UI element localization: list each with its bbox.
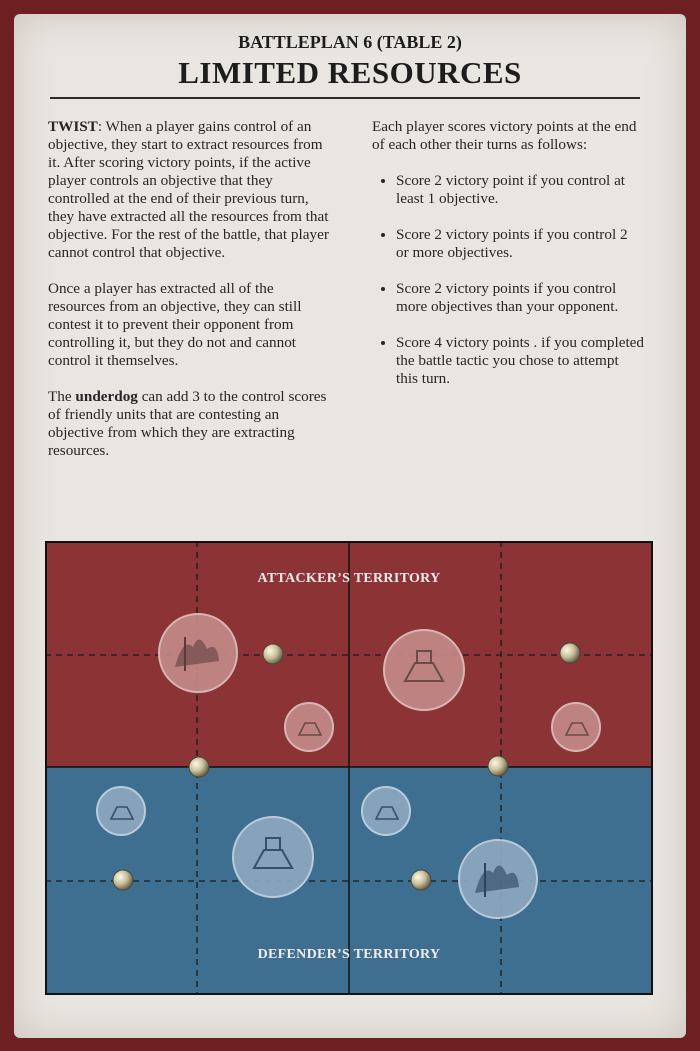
scoring-bullet: Score 4 victory points . if you complete… <box>396 334 644 388</box>
terrain-small-ruin <box>551 702 601 752</box>
defender-territory-label: DEFENDER’S TERRITORY <box>257 947 441 962</box>
objective-marker <box>112 869 134 891</box>
objective-marker <box>410 869 432 891</box>
objective-marker <box>487 755 509 777</box>
scoring-bullet: Score 2 victory points if you control mo… <box>396 280 644 316</box>
scoring-right-column: Each player scores victory points at the… <box>372 118 644 406</box>
twist-text: : When a player gains control of an obje… <box>48 118 329 261</box>
extraction-paragraph: Once a player has extracted all of the r… <box>48 280 302 369</box>
terrain-large-ruin <box>232 816 314 898</box>
twist-label: TWIST <box>48 118 98 135</box>
terrain-large-tree <box>158 613 238 693</box>
underdog-paragraph: The underdog can add 3 to the control sc… <box>48 388 333 460</box>
scoring-bullet: Score 2 victory points if you control 2 … <box>396 226 644 262</box>
rules-left-column: TWIST: When a player gains control of an… <box>48 118 333 478</box>
objective-markers <box>112 642 581 891</box>
terrain-large-ruin <box>383 629 465 711</box>
scoring-list: Score 2 victory point if you control at … <box>372 172 644 388</box>
twist-paragraph: TWIST: When a player gains control of an… <box>48 118 333 262</box>
objective-marker <box>262 643 284 665</box>
terrain-small-ruin <box>96 786 146 836</box>
attacker-territory-label: ATTACKER’S TERRITORY <box>257 571 441 586</box>
terrain-large-tree <box>458 839 538 919</box>
terrain-features <box>96 613 601 919</box>
terrain-small-ruin <box>361 786 411 836</box>
terrain-small-ruin <box>284 702 334 752</box>
objective-marker <box>188 756 210 778</box>
map-border <box>45 541 653 995</box>
objective-marker <box>559 642 581 664</box>
underdog-prefix: The <box>48 388 76 405</box>
scoring-intro: Each player scores victory points at the… <box>372 118 637 153</box>
title-divider <box>50 97 640 99</box>
underdog-suffix: can add 3 to the control scores of frien… <box>48 388 327 459</box>
battlefield-svg <box>45 541 653 995</box>
quarter-lines <box>45 541 653 995</box>
scoring-bullet: Score 2 victory point if you control at … <box>396 172 644 208</box>
page-title: LIMITED RESOURCES <box>178 55 522 90</box>
battleplan-subtitle: BATTLEPLAN 6 (TABLE 2) <box>238 32 462 52</box>
battlefield-map: ATTACKER’S TERRITORY DEFENDER’S TERRITOR… <box>45 541 653 995</box>
underdog-keyword: underdog <box>75 388 138 405</box>
